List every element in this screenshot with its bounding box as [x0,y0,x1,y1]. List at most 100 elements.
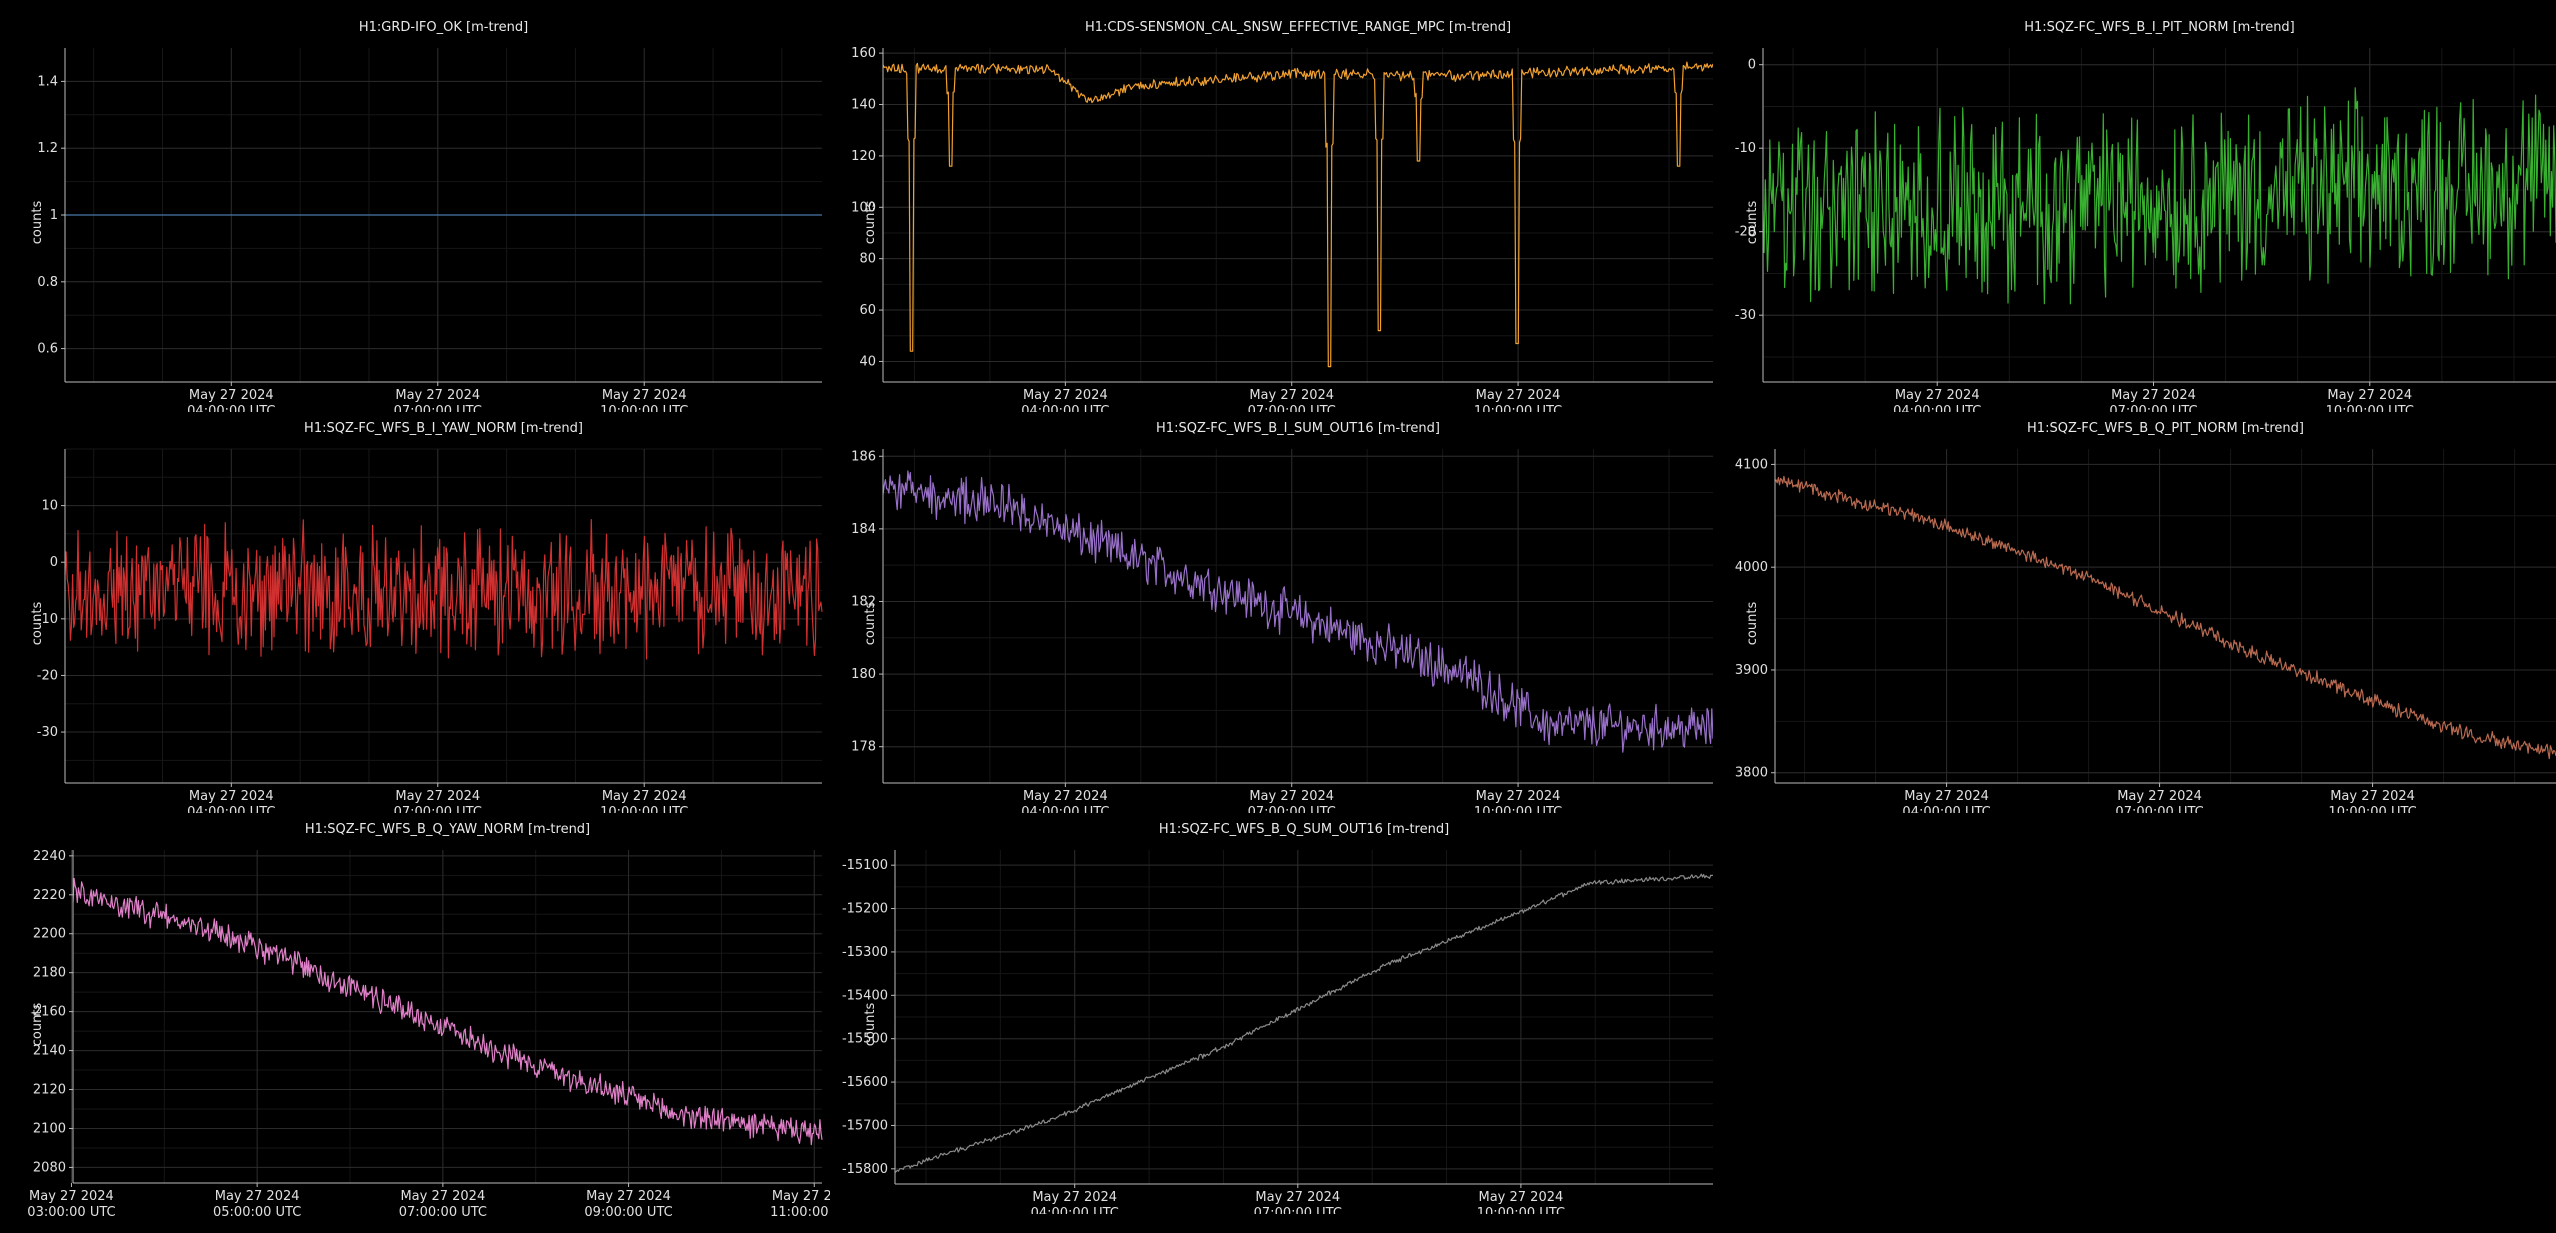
x-tick-label-time: 04:00:00 UTC [187,805,275,813]
x-tick-label-date: May 27 2024 [1476,789,1561,804]
chart-title: H1:GRD-IFO_OK [m-trend] [358,20,529,35]
x-tick-label-time: 04:00:00 UTC [1021,404,1109,412]
series-line [1762,87,2556,305]
y-tick-label: 80 [859,252,876,267]
x-tick-label-date: May 27 2024 [215,1189,300,1204]
x-tick-label-date: May 27 2024 [1255,1190,1340,1205]
chart-title: H1:SQZ-FC_WFS_B_I_SUM_OUT16 [m-trend] [1156,421,1440,436]
y-tick-label: -30 [1735,308,1756,323]
y-tick-label: 2220 [33,888,66,903]
y-tick-label: 2180 [33,966,66,981]
y-tick-label: 40 [859,354,876,369]
chart-title: H1:CDS-SENSMON_CAL_SNSW_EFFECTIVE_RANGE_… [1084,20,1512,35]
y-tick-label: -15700 [842,1118,888,1133]
x-tick-label-time: 07:00:00 UTC [394,404,482,412]
y-tick-label: -30 [37,725,58,740]
y-axis-label: counts [863,200,879,245]
chart-panel: H1:SQZ-FC_WFS_B_I_PIT_NORM [m-trend] -30 -… [1715,20,2556,412]
y-tick-label: 3900 [1735,663,1768,678]
y-tick-label: 0.8 [37,275,58,290]
chart-title: H1:SQZ-FC_WFS_B_Q_PIT_NORM [m-trend] [2027,421,2304,436]
chart-panel: H1:SQZ-FC_WFS_B_Q_PIT_NORM [m-trend] 3800… [1715,421,2556,813]
x-tick-label-time: 07:00:00 UTC [1248,805,1336,813]
x-tick-label-time: 10:00:00 UTC [600,805,688,813]
x-tick-label-time: 04:00:00 UTC [1021,805,1109,813]
x-tick-label-date: May 27 2024 [400,1189,485,1204]
x-tick-label-date: May 27 2024 [189,789,274,804]
x-tick-label-date: May 27 2024 [1479,1190,1564,1205]
x-tick-label-date: May 27 2024 [1023,388,1108,403]
y-tick-label: 0 [50,555,58,570]
y-axis-label: counts [863,1002,879,1047]
x-tick-label-date: May 27 2024 [1023,789,1108,804]
x-tick-label-time: 04:00:00 UTC [1893,404,1981,412]
y-tick-label: 10 [41,499,58,514]
series-line [1774,475,2556,760]
x-tick-label-time: 10:00:00 UTC [2328,805,2416,813]
y-tick-label: -15200 [842,902,888,917]
y-tick-label: -20 [37,668,58,683]
y-tick-label: 184 [851,522,876,537]
x-tick-label-time: 03:00:00 UTC [27,1205,115,1220]
y-tick-label: 3800 [1735,766,1768,781]
y-tick-label: -15600 [842,1075,888,1090]
y-tick-label: 140 [851,98,876,113]
chart-plot: -15800 -15700 -15600 -15500 -15400 -15300 -152… [842,850,1713,1214]
y-tick-label: 178 [851,740,876,755]
x-tick-label-time: 04:00:00 UTC [1031,1206,1119,1214]
y-tick-label: 180 [851,667,876,682]
x-tick-label-date: May 27 2024 [602,388,687,403]
y-tick-label: -20 [1735,225,1756,240]
y-tick-label: 160 [851,46,876,61]
y-tick-label: 2100 [33,1121,66,1136]
chart-panel: H1:SQZ-FC_WFS_B_I_SUM_OUT16 [m-trend] 178… [833,421,1713,813]
y-tick-label: -15500 [842,1032,888,1047]
x-tick-label-date: May 27 2024 [1032,1190,1117,1205]
y-tick-label: 4000 [1735,560,1768,575]
chart-panel: H1:SQZ-FC_WFS_B_Q_YAW_NORM [m-trend] 2080… [0,822,830,1223]
x-tick-label-date: May 27 2024 [189,388,274,403]
x-tick-label-time: 09:00:00 UTC [584,1205,672,1220]
y-tick-label: -15100 [842,858,888,873]
x-tick-label-time: 07:00:00 UTC [394,805,482,813]
x-tick-label-time: 10:00:00 UTC [600,404,688,412]
y-tick-label: 1 [50,208,58,223]
series-line [72,877,823,1146]
y-tick-label: 1.4 [37,74,58,89]
y-tick-label: 182 [851,594,876,609]
y-tick-label: -15800 [842,1162,888,1177]
y-tick-label: 120 [851,149,876,164]
y-tick-label: -15400 [842,988,888,1003]
x-tick-label-time: 05:00:00 UTC [213,1205,301,1220]
y-tick-label: 2140 [33,1044,66,1059]
x-tick-label-date: May 27 2024 [2330,789,2415,804]
x-tick-label-time: 07:00:00 UTC [1254,1206,1342,1214]
chart-panel: H1:SQZ-FC_WFS_B_Q_SUM_OUT16 [m-trend] -15… [833,822,1713,1214]
x-tick-label-time: 07:00:00 UTC [399,1205,487,1220]
x-tick-label-date: May 27 2024 [586,1189,671,1204]
x-tick-label-date: May 27 2024 [29,1189,114,1204]
x-tick-label-time: 10:00:00 UTC [2326,404,2414,412]
x-tick-label-time: 10:00:00 UTC [1474,404,1562,412]
chart-panel: H1:SQZ-FC_WFS_B_I_YAW_NORM [m-trend] -30 -… [0,421,830,813]
x-tick-label-date: May 27 2024 [395,789,480,804]
x-tick-label-date: May 27 2024 [1895,388,1980,403]
x-tick-label-time: 07:00:00 UTC [1248,404,1336,412]
x-tick-label-date: May 27 2024 [1249,388,1334,403]
chart-title: H1:SQZ-FC_WFS_B_I_PIT_NORM [m-trend] [2024,20,2295,35]
chart-title: H1:SQZ-FC_WFS_B_Q_SUM_OUT16 [m-trend] [1158,822,1450,837]
chart-title: H1:SQZ-FC_WFS_B_I_YAW_NORM [m-trend] [304,421,583,436]
chart-panel: H1:GRD-IFO_OK [m-trend] 0.6 0.8 1 1.2 1.4 May … [0,20,830,412]
y-tick-label: 0.6 [37,342,58,357]
x-tick-label-date: May 27 2024 [2117,789,2202,804]
series-line [64,518,823,660]
x-tick-label-date: May 27 2024 [2111,388,2196,403]
y-axis-label: counts [863,601,879,646]
y-tick-label: 2200 [33,927,66,942]
y-tick-label: 0 [1748,58,1756,73]
chart-panel: H1:CDS-SENSMON_CAL_SNSW_EFFECTIVE_RANGE_… [833,20,1713,412]
